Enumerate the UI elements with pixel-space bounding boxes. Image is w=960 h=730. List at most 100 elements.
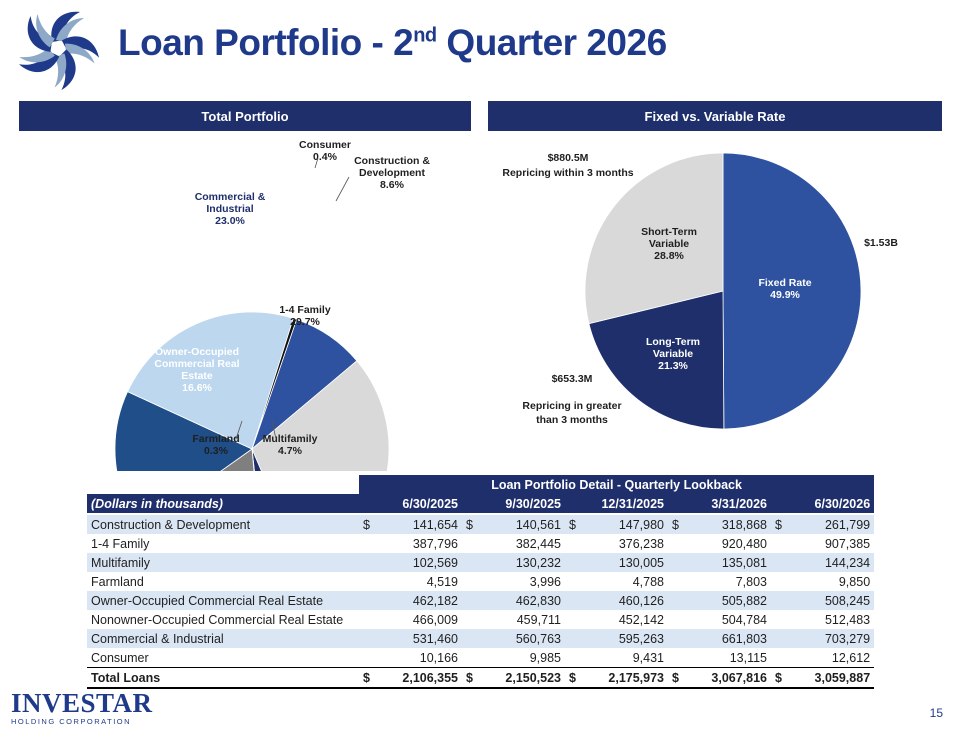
table-cell: 130,232 — [479, 553, 565, 572]
column-header: 9/30/2025 — [462, 494, 565, 515]
currency-symbol — [462, 610, 479, 629]
currency-symbol — [668, 648, 685, 668]
portfolio-label-owner-occupied-commercial-real-estate: Owner-Occupied Commercial Real Estate 16.6% — [154, 346, 239, 394]
currency-symbol — [668, 572, 685, 591]
currency-symbol — [771, 572, 788, 591]
leader-line — [235, 420, 243, 440]
table-cell: 9,850 — [838, 574, 871, 589]
row-category: Nonowner-Occupied Commercial Real Estate — [91, 612, 344, 627]
rate-slice-long-term-variable — [588, 290, 725, 430]
table-cell: 12,612 — [831, 650, 871, 665]
brand-subtitle: HOLDING CORPORATION — [11, 717, 132, 726]
table-cell: 140,561 — [479, 514, 565, 534]
currency-symbol — [565, 572, 582, 591]
table-corner — [87, 475, 359, 494]
table-cell: 130,005 — [582, 553, 668, 572]
table-cell: 466,009 — [412, 612, 458, 627]
currency-symbol — [565, 629, 582, 648]
table-cell: 10,166 — [419, 650, 458, 665]
table-cell: 505,882 — [685, 591, 771, 610]
currency-symbol — [359, 648, 376, 668]
rate-slice-short-term-variable — [584, 152, 724, 325]
table-cell: 462,182 — [376, 591, 462, 610]
table-cell: 3,996 — [529, 574, 561, 589]
table-row: Construction & Development $141,654 $140,5… — [87, 514, 875, 534]
portfolio-label-farmland: Farmland 0.3% — [192, 433, 239, 457]
currency-symbol — [359, 572, 376, 591]
table-cell: 452,142 — [618, 612, 664, 627]
currency-symbol — [359, 534, 376, 553]
long-term-note-1: Repricing in greater — [522, 400, 621, 412]
row-category: Commercial & Industrial — [87, 629, 359, 648]
row-category: Multifamily — [87, 553, 359, 572]
currency-symbol: $ — [565, 667, 582, 689]
rate-slice-fixed-rate — [722, 152, 862, 430]
currency-symbol — [462, 648, 479, 668]
table-cell: 4,788 — [632, 574, 664, 589]
currency-symbol — [668, 534, 685, 553]
portfolio-label-construction-development: Construction & Development 8.6% — [354, 155, 430, 191]
table-cell: 13,115 — [729, 650, 767, 665]
table-row: Multifamily 102,569 130,232 130,005 135,081 1… — [87, 553, 875, 572]
row-category: Owner-Occupied Commercial Real Estate — [87, 591, 359, 610]
table-cell: 460,126 — [582, 591, 668, 610]
currency-symbol — [462, 534, 479, 553]
fixed-rate-amount: $1.53B — [864, 237, 898, 249]
currency-symbol — [668, 591, 685, 610]
currency-symbol — [565, 534, 582, 553]
table-row: Consumer 10,166 9,985 9,431 13,115 12,612 — [87, 648, 874, 668]
long-term-amount: $653.3M — [552, 373, 593, 385]
currency-symbol — [771, 648, 788, 668]
table-cell: 135,081 — [685, 553, 771, 572]
column-header: 6/30/2025 — [359, 494, 462, 515]
table-cell: 459,711 — [516, 612, 561, 627]
portfolio-slice-consumer — [251, 317, 298, 450]
table-cell: 382,445 — [515, 536, 561, 551]
units-label: (Dollars in thousands) — [87, 494, 359, 515]
portfolio-label-nonowner-occupied-commercial-real-estate: Nonowner-Occupied Commercial Real Estate 16… — [108, 262, 211, 310]
table-row: Owner-Occupied Commercial Real Estate 462… — [87, 591, 875, 610]
portfolio-label-1-4-family: 1-4 Family 29.7% — [279, 304, 331, 328]
row-category: 1-4 Family — [91, 536, 150, 551]
column-header: 3/31/2026 — [668, 494, 771, 515]
table-cell: 7,803 — [735, 574, 767, 589]
fixed-vs-variable-header: Fixed vs. Variable Rate — [488, 101, 942, 131]
table-cell: 2,150,523 — [479, 667, 565, 689]
table-cell: 508,245 — [788, 591, 875, 610]
currency-symbol — [462, 629, 479, 648]
table-cell: 907,385 — [824, 536, 871, 551]
currency-symbol — [359, 591, 376, 610]
table-cell: 560,763 — [479, 629, 565, 648]
table-cell: 144,234 — [788, 553, 875, 572]
currency-symbol — [771, 610, 788, 629]
total-row: Total Loans $2,106,355 $2,150,523 $2,175,97… — [87, 667, 875, 689]
currency-symbol: $ — [359, 667, 376, 689]
currency-symbol: $ — [668, 667, 685, 689]
currency-symbol — [359, 553, 376, 572]
long-term-note-2: than 3 months — [536, 414, 608, 426]
portfolio-label-consumer: Consumer 0.4% — [299, 139, 351, 163]
portfolio-slice-commercial-industrial — [127, 311, 294, 450]
row-category: Farmland — [91, 574, 144, 589]
currency-symbol — [565, 591, 582, 610]
currency-symbol — [565, 610, 582, 629]
table-cell: 531,460 — [376, 629, 462, 648]
table-cell: 141,654 — [376, 514, 462, 534]
page-title: Loan Portfolio - 2nd Quarter 2026 — [118, 22, 667, 63]
currency-symbol — [462, 553, 479, 572]
currency-symbol: $ — [462, 667, 479, 689]
table-cell: 387,796 — [412, 536, 458, 551]
table-cell: 261,799 — [788, 514, 875, 534]
currency-symbol: $ — [359, 514, 376, 534]
total-portfolio-header: Total Portfolio — [19, 101, 471, 131]
page-number: 15 — [929, 706, 943, 720]
table-cell: 920,480 — [721, 536, 767, 551]
table-cell: 504,784 — [721, 612, 767, 627]
table-title: Loan Portfolio Detail - Quarterly Lookba… — [359, 475, 875, 494]
portfolio-slice-1-4-family — [251, 360, 390, 471]
portfolio-label-multifamily: Multifamily 4.7% — [263, 433, 318, 457]
currency-symbol — [359, 629, 376, 648]
currency-symbol: $ — [668, 514, 685, 534]
leader-line — [335, 176, 350, 202]
portfolio-slice-multifamily — [251, 448, 262, 471]
